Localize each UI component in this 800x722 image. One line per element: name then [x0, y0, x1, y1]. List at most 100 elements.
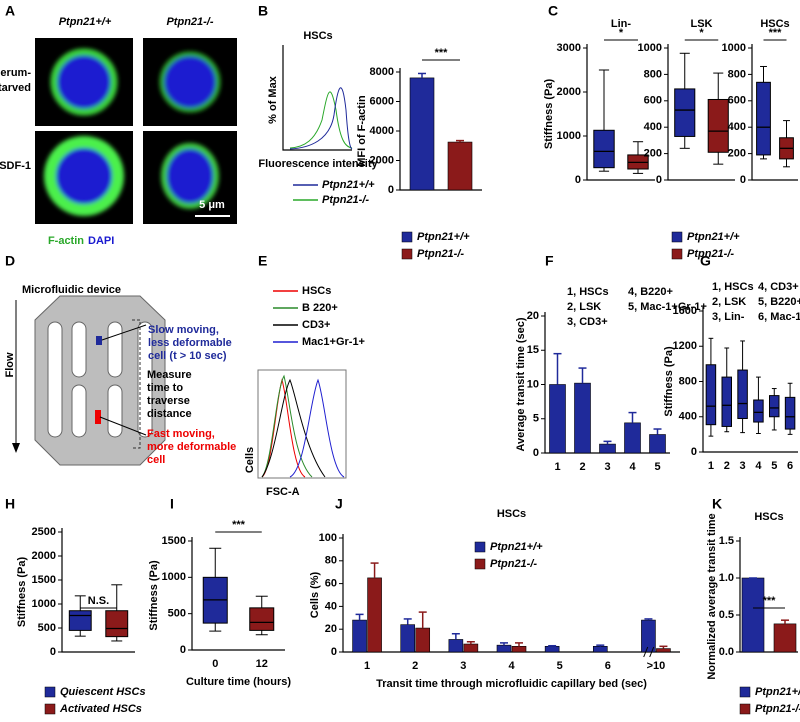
y-tick-label: 1.0 [719, 572, 734, 584]
legend-label: Ptpn21+/+ [417, 231, 470, 243]
x-tick-label: 3 [604, 461, 610, 473]
legend-label: CD3+ [302, 319, 330, 331]
panel-label: E [258, 253, 267, 269]
bar [549, 384, 566, 454]
y-axis-label: Stiffness (Pa) [663, 346, 675, 417]
y-tick-label: 400 [728, 121, 746, 133]
y-tick-label: 0 [656, 174, 662, 186]
row-label: Serum- [0, 67, 31, 79]
legend-label: Ptpn21-/- [417, 248, 464, 260]
y-tick-label: 500 [38, 622, 56, 634]
bar [415, 627, 431, 653]
box [737, 369, 748, 420]
device-diagram [12, 295, 166, 466]
x-tick-label: 3 [460, 660, 466, 672]
note: 3, CD3+ [567, 316, 608, 328]
note: 1, HSCs [567, 286, 609, 298]
legend-label: Ptpn21+/+ [755, 686, 800, 698]
slow-label: Slow moving, [148, 324, 219, 336]
y-axis-label: Stiffness (Pa) [148, 560, 160, 631]
y-tick-label: 1600 [673, 305, 697, 317]
legend-label: B 220+ [302, 302, 338, 314]
x-tick-label: 2 [412, 660, 418, 672]
x-tick-label: 6 [787, 460, 793, 472]
fsc-histogram [257, 290, 347, 479]
legend-label: Activated HSCs [59, 703, 142, 715]
y-tick-label: 0 [691, 446, 697, 458]
legend-label: Ptpn21+/+ [490, 541, 543, 553]
x-tick-label: 3 [740, 460, 746, 472]
y-tick-label: 3000 [557, 42, 581, 54]
bar [511, 645, 527, 653]
hist-xlabel: Fluorescence intensity [258, 158, 378, 170]
box [105, 610, 129, 638]
y-tick-label: 20 [325, 623, 337, 635]
axis-line [702, 307, 798, 453]
legend-label: Ptpn21+/+ [687, 231, 740, 243]
y-tick-label: 6000 [370, 95, 394, 107]
legend-label: Mac1+Gr-1+ [302, 336, 365, 348]
x-tick-label: 2 [579, 461, 585, 473]
axis-label: Cells [244, 447, 256, 473]
legend-label: Quiescent HSCs [60, 686, 146, 698]
legend-label: Ptpn21-/- [322, 194, 369, 206]
x-tick-label: 5 [654, 461, 660, 473]
significance-label: *** [769, 27, 783, 39]
x-tick-label: 2 [724, 460, 730, 472]
legend-swatch [401, 231, 413, 243]
x-tick-label: 1 [554, 461, 560, 473]
note: 3, Lin- [712, 311, 745, 323]
note: 4, B220+ [628, 286, 673, 298]
scale-label: 5 μm [199, 199, 225, 211]
panel-label: D [5, 253, 15, 269]
y-tick-label: 0.0 [719, 646, 734, 658]
y-tick-label: 80 [325, 555, 337, 567]
bar [400, 624, 416, 653]
x-tick-label: 5 [557, 660, 563, 672]
slow-label: cell (t > 10 sec) [148, 350, 227, 362]
column-label: Ptpn21-/- [166, 16, 213, 28]
measure-label: time to [147, 382, 183, 394]
hist-ylabel: % of Max [267, 75, 279, 124]
axis-break [643, 646, 655, 658]
legend-label: Ptpn21-/- [490, 558, 537, 570]
bar [592, 645, 608, 653]
box [705, 364, 717, 426]
y-tick-label: 400 [644, 121, 662, 133]
y-tick-label: 0 [533, 447, 539, 459]
box [756, 81, 771, 156]
y-tick-label: 200 [644, 148, 662, 160]
box [249, 607, 275, 631]
stain-label: DAPI [88, 235, 114, 247]
x-axis-label: Transit time through microfluidic capill… [376, 678, 647, 690]
significance-label: N.S. [88, 595, 109, 607]
panel-label: J [335, 496, 343, 512]
panel-label: F [545, 253, 554, 269]
legend-swatch [474, 541, 486, 553]
y-tick-label: 1000 [722, 42, 746, 54]
fast-label: cell [147, 454, 165, 466]
note: 2, LSK [712, 296, 746, 308]
legend-label: Ptpn21-/- [755, 703, 800, 715]
x-tick-label: 1 [708, 460, 714, 472]
bar [656, 648, 671, 653]
y-tick-label: 500 [168, 608, 186, 620]
y-tick-label: 4000 [370, 125, 394, 137]
measure-label: distance [147, 408, 192, 420]
note: 4, CD3+ [758, 281, 799, 293]
y-axis-label: Stiffness (Pa) [16, 557, 28, 628]
x-tick-label: 12 [256, 658, 268, 670]
y-tick-label: 2500 [32, 526, 56, 538]
box [68, 610, 92, 631]
y-tick-label: 1000 [557, 130, 581, 142]
y-tick-label: 0.5 [719, 609, 734, 621]
panel-label: C [548, 3, 558, 19]
y-tick-label: 600 [728, 95, 746, 107]
significance-label: * [699, 27, 704, 39]
fast-label: Fast moving, [147, 428, 215, 440]
box [769, 395, 780, 418]
panel-label: A [5, 3, 15, 19]
bar [574, 382, 591, 454]
y-axis-label: Stiffness (Pa) [543, 79, 555, 150]
